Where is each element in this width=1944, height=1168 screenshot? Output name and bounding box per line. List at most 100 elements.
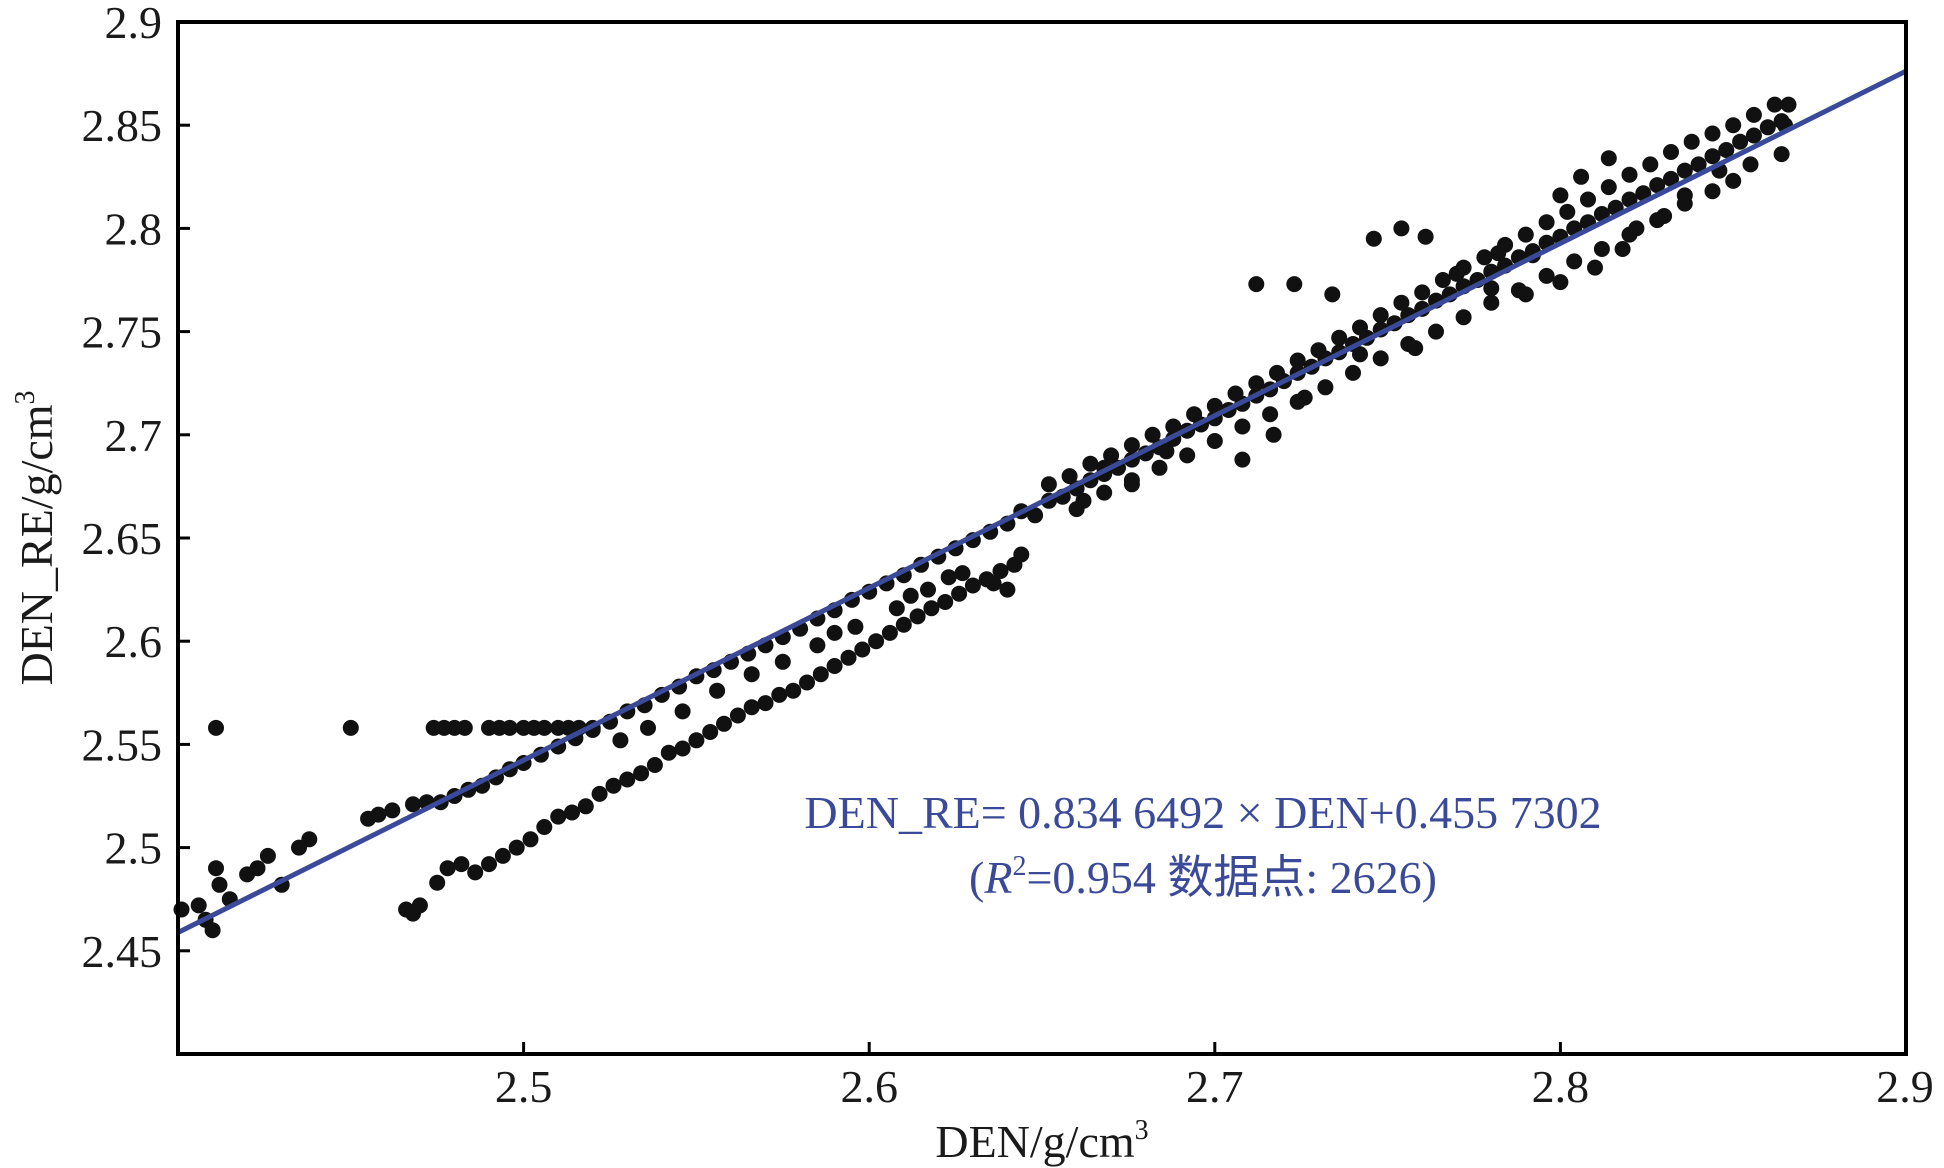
data-point [1144, 426, 1161, 443]
data-point [1573, 168, 1590, 185]
data-point [1683, 133, 1700, 150]
data-point [826, 658, 843, 674]
data-point [1082, 455, 1099, 472]
data-point [481, 856, 497, 873]
data-point [1234, 418, 1251, 435]
data-point [1759, 119, 1776, 136]
data-point [888, 600, 905, 617]
data-point [729, 707, 746, 724]
data-point [940, 569, 957, 586]
data-point [342, 719, 359, 736]
data-point [840, 649, 857, 666]
data-point [1234, 451, 1251, 468]
data-point [1414, 284, 1431, 301]
data-point [1538, 214, 1555, 231]
data-point [1365, 230, 1382, 247]
data-point [1227, 385, 1244, 402]
y-tick-label: 2.7 [105, 410, 163, 461]
data-point [1417, 228, 1434, 245]
data-point [1745, 106, 1762, 123]
data-point [456, 719, 473, 736]
data-point [702, 724, 719, 740]
data-point [494, 847, 511, 864]
data-point [1123, 476, 1140, 493]
x-tick-label: 2.5 [495, 1061, 553, 1112]
data-point [1158, 443, 1175, 460]
data-point [249, 860, 266, 877]
data-point [1742, 156, 1759, 173]
data-point [577, 798, 594, 815]
data-point [771, 686, 788, 703]
data-point [826, 624, 843, 641]
y-axis-title: DEN_RE/g/cm3 [10, 390, 62, 685]
data-point [1614, 241, 1631, 257]
data-point [1027, 507, 1044, 524]
data-point [1165, 418, 1182, 435]
data-point [1732, 133, 1749, 150]
data-point [785, 682, 802, 699]
y-tick-label: 2.45 [82, 926, 163, 977]
data-point [1352, 346, 1368, 363]
data-point [709, 682, 726, 699]
data-point [1248, 375, 1265, 392]
data-point [812, 666, 829, 683]
y-tick-label: 2.65 [82, 513, 163, 564]
y-tick-label: 2.8 [105, 203, 163, 254]
data-point [1179, 447, 1196, 464]
data-point [1718, 142, 1735, 158]
data-point [757, 695, 774, 712]
data-point [605, 777, 622, 794]
data-point [1552, 274, 1569, 291]
data-point [1123, 437, 1140, 454]
data-point [1745, 127, 1762, 144]
data-point [674, 740, 691, 757]
y-tick-label: 2.5 [105, 823, 163, 874]
data-point [1206, 397, 1223, 414]
x-tick-label: 2.7 [1186, 1061, 1244, 1112]
data-point [1434, 272, 1451, 288]
data-point [951, 585, 968, 602]
data-point [1331, 329, 1348, 346]
data-point [895, 616, 912, 633]
data-point [1517, 226, 1534, 243]
data-point [1621, 166, 1638, 183]
data-point [1600, 179, 1617, 196]
data-point [1455, 309, 1472, 326]
data-point [1663, 144, 1679, 160]
data-point [173, 901, 190, 918]
data-point [208, 719, 224, 736]
data-point [743, 699, 760, 716]
data-point [190, 897, 207, 914]
data-point [1103, 447, 1120, 464]
data-point [1517, 286, 1534, 303]
data-point [646, 757, 663, 773]
data-point [999, 581, 1016, 598]
data-point [1704, 183, 1721, 200]
y-tick-label: 2.9 [105, 0, 163, 48]
data-point [1345, 364, 1361, 381]
data-point [208, 860, 224, 877]
data-point [985, 575, 1002, 592]
data-point [1448, 265, 1465, 282]
data-point [1780, 96, 1797, 113]
data-point [743, 666, 760, 683]
data-point [1649, 177, 1666, 194]
data-point [1663, 170, 1679, 187]
data-point [370, 806, 387, 823]
data-point [1628, 220, 1645, 237]
data-point [1248, 276, 1265, 293]
x-axis-title: DEN/g/cm3 [935, 1115, 1148, 1167]
y-tick-label: 2.85 [82, 100, 163, 151]
data-point [564, 804, 580, 821]
data-point [591, 785, 608, 802]
y-axis: 2.45 2.5 2.55 2.6 2.65 2.7 2.75 2.8 2.85 2.9 [82, 0, 190, 977]
data-point [1393, 294, 1410, 311]
data-point [1773, 146, 1790, 163]
data-point [1580, 191, 1596, 208]
data-point [1013, 546, 1030, 563]
data-point [1075, 492, 1092, 509]
data-point [1725, 117, 1742, 134]
data-point [1538, 267, 1555, 284]
data-point [920, 581, 936, 598]
data-point [453, 856, 470, 873]
